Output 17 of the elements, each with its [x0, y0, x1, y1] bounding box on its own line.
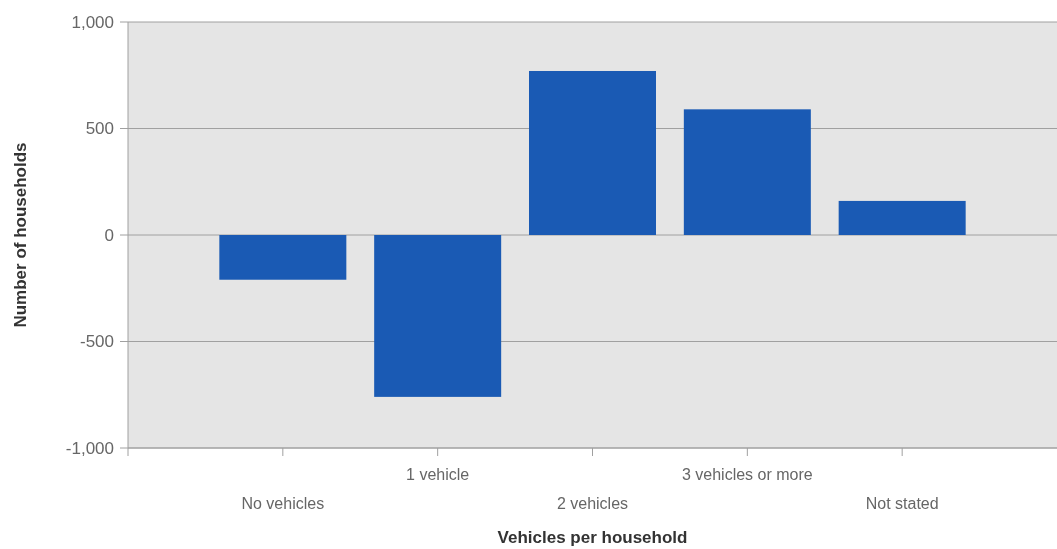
y-tick-label: -500 — [79, 332, 114, 352]
y-tick-label: 0 — [104, 225, 114, 245]
x-tick-label: No vehicles — [241, 495, 325, 512]
x-tick-label: Not stated — [865, 495, 939, 512]
bar — [683, 109, 811, 235]
x-axis-title: Vehicles per household — [497, 528, 688, 547]
bar — [374, 235, 502, 397]
y-tick-label: 1,000 — [71, 12, 114, 32]
y-tick-label: -1,000 — [65, 438, 114, 458]
x-tick-label: 2 vehicles — [556, 495, 629, 512]
x-tick-label: 1 vehicle — [406, 466, 470, 483]
bar — [838, 200, 966, 235]
bar — [219, 235, 347, 280]
y-tick-label: 500 — [85, 119, 114, 139]
bar — [529, 70, 656, 235]
x-tick-label: 3 vehicles or more — [681, 466, 813, 483]
y-axis-title: Number of households — [11, 142, 30, 328]
